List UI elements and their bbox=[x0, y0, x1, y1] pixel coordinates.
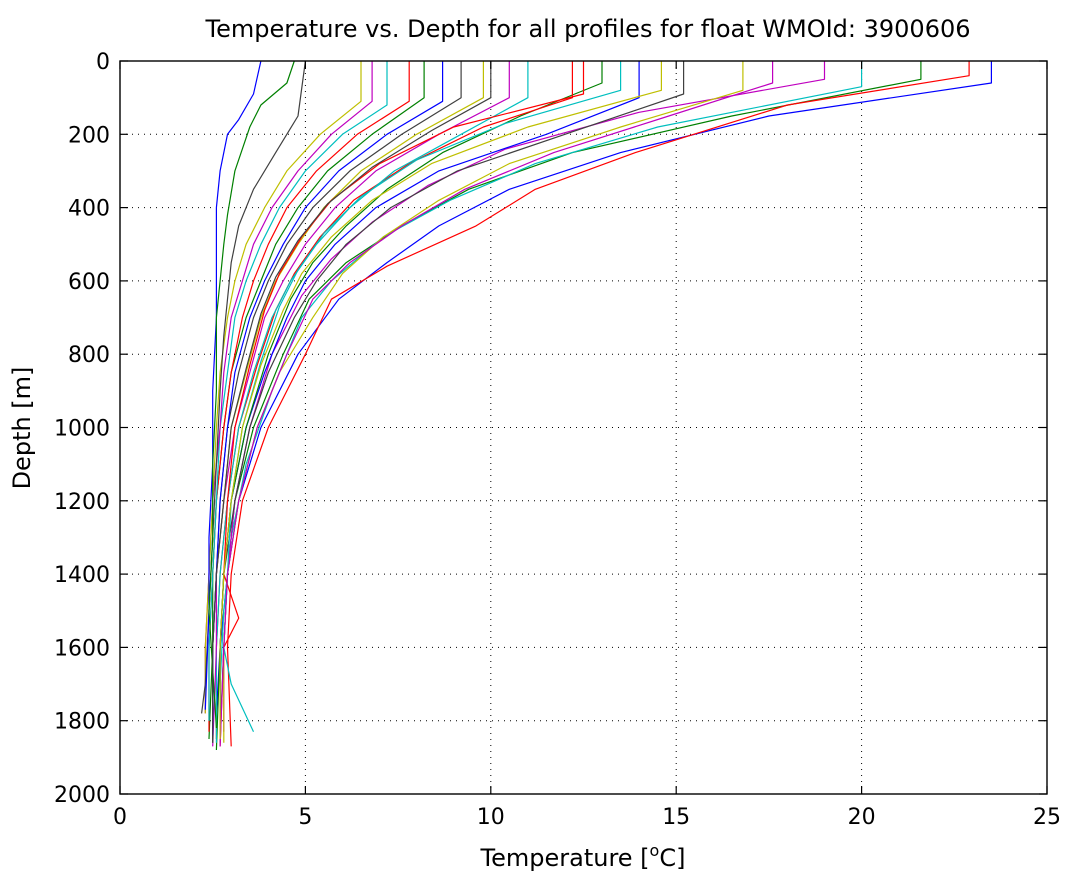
y-tick-label: 400 bbox=[68, 197, 110, 222]
plot-frame bbox=[119, 60, 1048, 795]
y-tick-label: 800 bbox=[68, 343, 110, 368]
x-tick-label: 0 bbox=[113, 805, 127, 830]
profile-line bbox=[204, 61, 362, 714]
x-axis-label: Temperature [oC] bbox=[480, 841, 686, 872]
profile-line bbox=[208, 61, 388, 721]
y-tick-label: 1800 bbox=[54, 710, 110, 735]
x-tick-label: 10 bbox=[477, 805, 505, 830]
y-tick-labels: 0 200 400 600 800 1000 1200 1400 1600 1800 2000 bbox=[54, 50, 110, 808]
y-tick-label: 1400 bbox=[54, 563, 110, 588]
y-tick-label: 0 bbox=[96, 50, 110, 75]
profile-line bbox=[208, 60, 295, 729]
profile-line bbox=[219, 61, 863, 743]
profile-line bbox=[212, 61, 492, 743]
profile-line bbox=[219, 61, 585, 747]
x-axis-label-superscript: o bbox=[650, 841, 660, 860]
x-tick-label: 25 bbox=[1033, 805, 1061, 830]
profile-line bbox=[219, 61, 774, 747]
y-tick-label: 600 bbox=[68, 270, 110, 295]
chart-title: Temperature vs. Depth for all profiles f… bbox=[204, 15, 970, 43]
profile-line bbox=[219, 61, 663, 739]
x-axis-label-main: Temperature [ bbox=[480, 844, 650, 872]
grid-lines bbox=[120, 61, 1047, 794]
x-axis-label-suffix: C] bbox=[659, 844, 685, 872]
profile-line bbox=[226, 61, 970, 747]
x-tick-label: 20 bbox=[848, 805, 876, 830]
x-tick-label: 5 bbox=[298, 805, 312, 830]
profile-line bbox=[204, 60, 262, 710]
x-tick-label: 15 bbox=[662, 805, 690, 830]
y-tick-label: 2000 bbox=[54, 783, 110, 808]
profile-line bbox=[223, 61, 826, 732]
y-tick-label: 1200 bbox=[54, 490, 110, 515]
profile-line bbox=[219, 61, 685, 736]
y-axis-label: Depth [m] bbox=[8, 367, 36, 490]
profile-line bbox=[215, 61, 529, 743]
profiles bbox=[201, 60, 993, 751]
y-tick-label: 1000 bbox=[54, 417, 110, 442]
profile-line bbox=[212, 61, 444, 736]
y-tick-label: 200 bbox=[68, 123, 110, 148]
y-tick-label: 1600 bbox=[54, 636, 110, 661]
x-tick-labels: 0 5 10 15 20 25 bbox=[113, 805, 1061, 830]
